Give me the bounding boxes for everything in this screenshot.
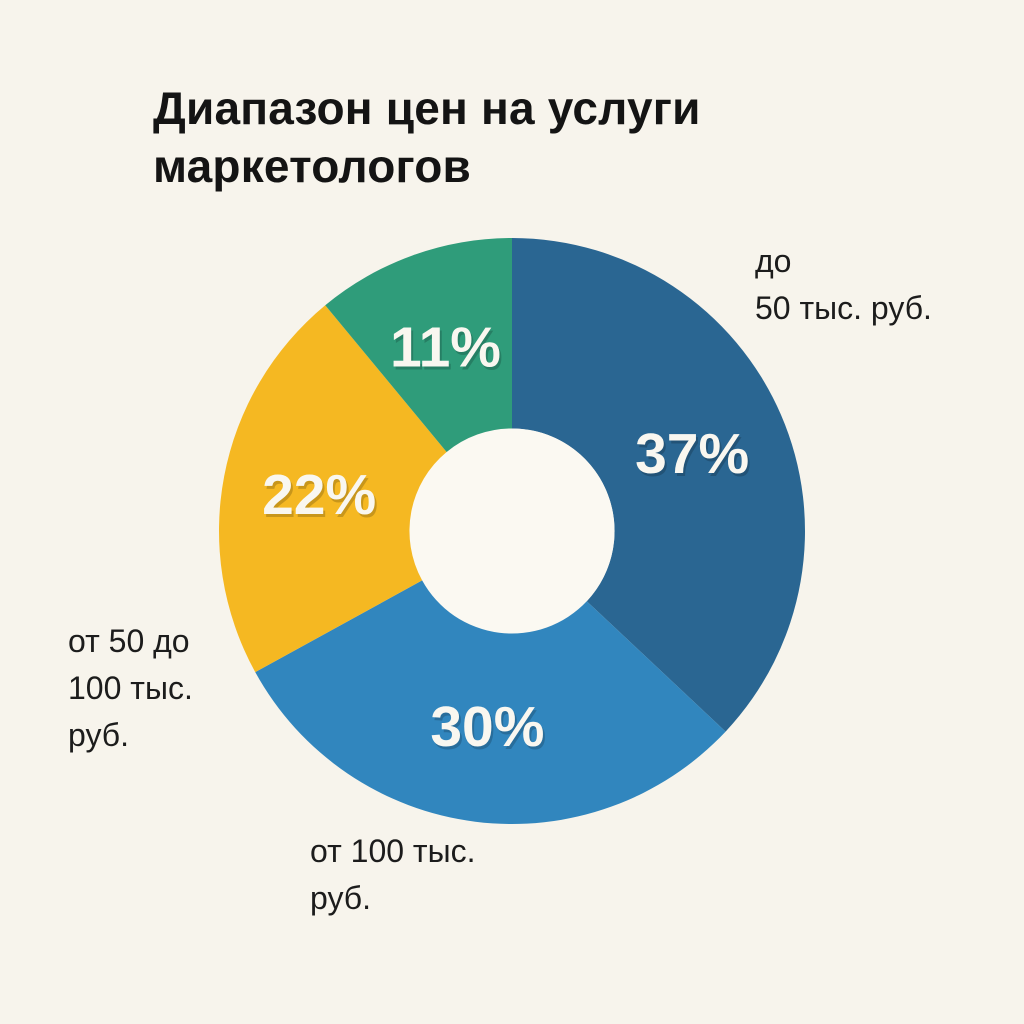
callout-label-up-to-50k: до 50 тыс. руб. — [755, 243, 932, 326]
percent-label-shadow-2: 22% — [264, 466, 378, 530]
pie-slice-2 — [219, 305, 447, 673]
percent-label-2: 22% — [262, 463, 376, 527]
pie-slice-1 — [255, 580, 726, 825]
percent-label-1: 30% — [430, 695, 544, 759]
pie-slice-3 — [325, 238, 512, 452]
donut-hole — [409, 428, 615, 634]
percent-label-0: 37% — [635, 422, 749, 486]
percent-label-shadow-1: 30% — [432, 698, 546, 762]
callout-label-over-100k: от 100 тыс. руб. — [310, 833, 476, 916]
percent-label-shadow-3: 11% — [392, 318, 503, 382]
chart-title: Диапазон цен на услуги маркетологов — [153, 81, 701, 192]
callout-label-50k-to-100k: от 50 до 100 тыс. руб. — [68, 623, 193, 753]
percent-label-shadow-0: 37% — [637, 425, 751, 489]
percent-label-3: 11% — [390, 315, 501, 379]
pie-slice-0 — [512, 238, 805, 732]
